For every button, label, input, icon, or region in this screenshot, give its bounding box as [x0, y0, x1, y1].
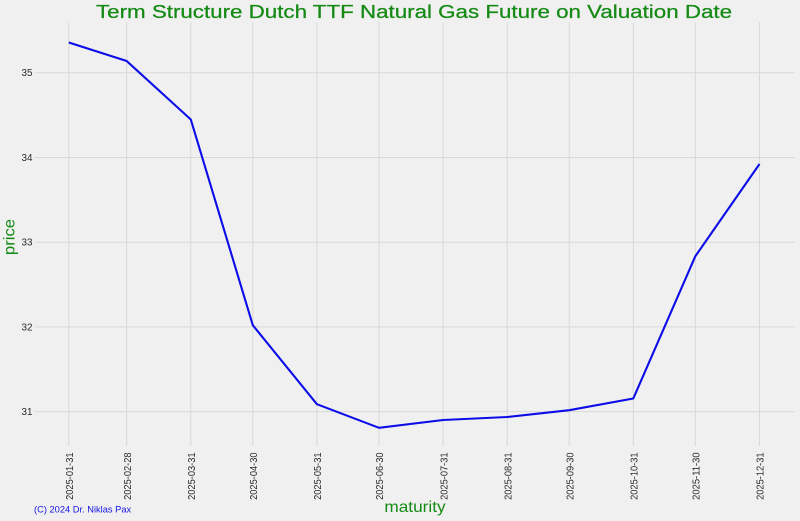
svg-text:Term Structure Dutch TTF Natur: Term Structure Dutch TTF Natural Gas Fut…	[96, 2, 732, 22]
svg-text:2025-10-31: 2025-10-31	[630, 452, 641, 500]
svg-text:2025-12-31: 2025-12-31	[756, 452, 767, 500]
svg-text:34: 34	[22, 153, 33, 164]
svg-text:(C) 2024 Dr. Niklas Pax: (C) 2024 Dr. Niklas Pax	[34, 504, 131, 515]
svg-text:2025-08-31: 2025-08-31	[503, 452, 514, 500]
svg-text:32: 32	[22, 322, 33, 333]
svg-text:2025-04-30: 2025-04-30	[249, 452, 260, 500]
svg-text:price: price	[2, 219, 19, 255]
svg-text:2025-11-30: 2025-11-30	[692, 452, 703, 500]
svg-text:2025-03-31: 2025-03-31	[187, 452, 198, 500]
svg-text:31: 31	[22, 407, 33, 418]
svg-text:2025-06-30: 2025-06-30	[375, 452, 386, 500]
svg-text:2025-09-30: 2025-09-30	[565, 452, 576, 500]
svg-text:maturity: maturity	[384, 499, 445, 516]
svg-text:2025-07-31: 2025-07-31	[439, 452, 450, 500]
svg-text:2025-02-28: 2025-02-28	[123, 452, 134, 500]
svg-text:2025-05-31: 2025-05-31	[313, 452, 324, 500]
svg-text:33: 33	[22, 238, 33, 249]
svg-text:2025-01-31: 2025-01-31	[65, 452, 76, 500]
svg-text:35: 35	[22, 68, 33, 79]
